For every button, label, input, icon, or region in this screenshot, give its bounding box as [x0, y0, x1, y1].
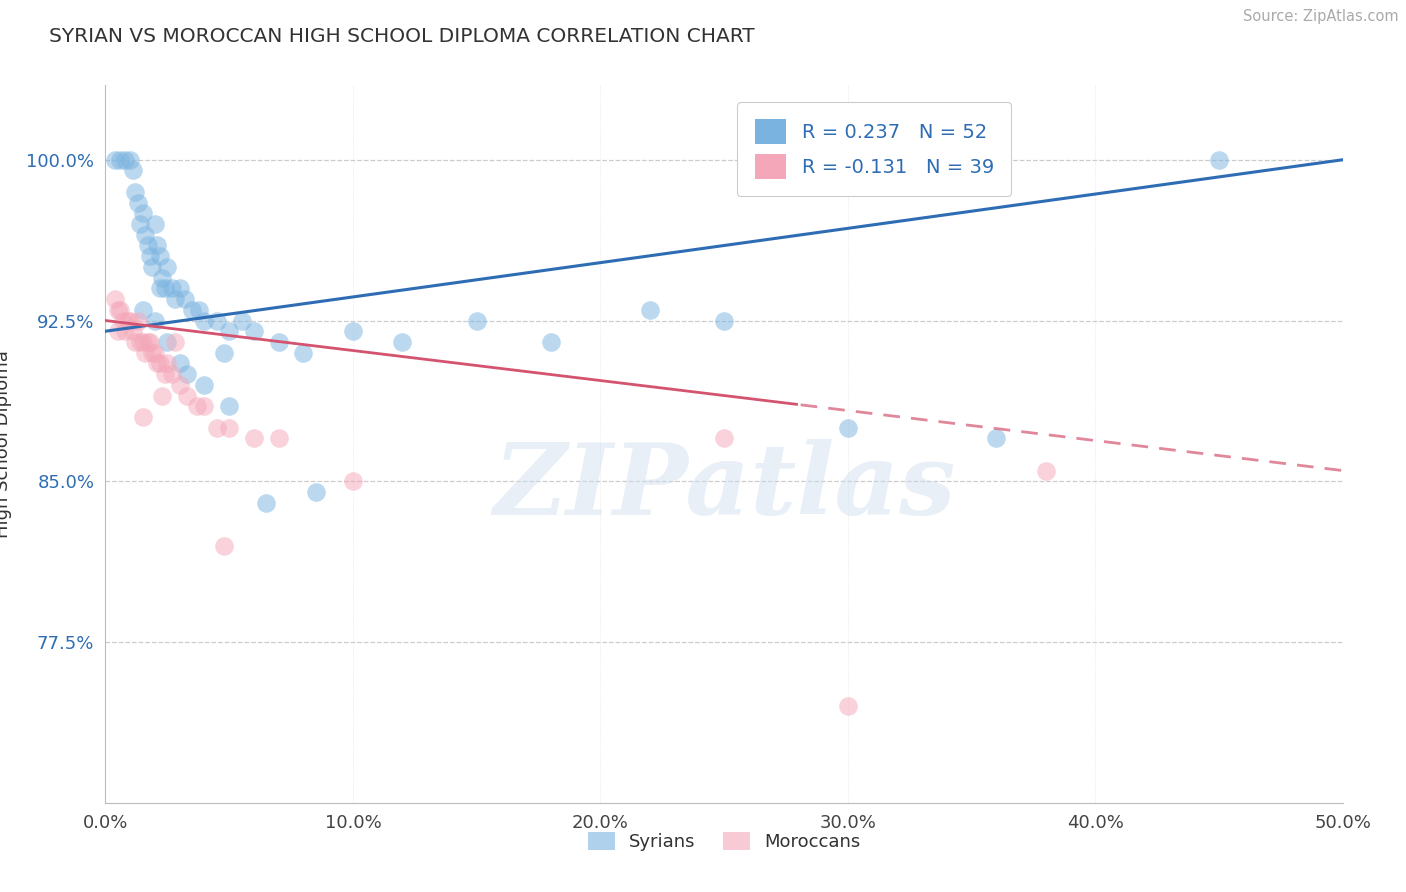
- Point: [153, 281, 176, 295]
- Point: [162, 367, 184, 381]
- Point: [218, 324, 240, 338]
- Point: [173, 292, 195, 306]
- Point: [153, 367, 176, 381]
- Point: [110, 153, 132, 167]
- Point: [212, 345, 235, 359]
- Point: [107, 324, 129, 338]
- Point: [146, 238, 169, 252]
- Point: [121, 324, 143, 338]
- Point: [111, 313, 134, 327]
- Point: [837, 699, 859, 714]
- Text: Source: ZipAtlas.com: Source: ZipAtlas.com: [1243, 9, 1399, 24]
- Point: [1208, 153, 1230, 167]
- Point: [162, 281, 184, 295]
- Point: [986, 431, 1008, 445]
- Point: [837, 420, 859, 434]
- Point: [134, 227, 156, 242]
- Point: [342, 324, 364, 338]
- Point: [292, 345, 315, 359]
- Point: [143, 217, 166, 231]
- Point: [391, 334, 413, 349]
- Point: [169, 281, 191, 295]
- Point: [181, 302, 204, 317]
- Point: [124, 185, 146, 199]
- Point: [156, 334, 179, 349]
- Point: [243, 324, 266, 338]
- Point: [120, 313, 142, 327]
- Point: [169, 377, 191, 392]
- Point: [231, 313, 253, 327]
- Point: [465, 313, 488, 327]
- Point: [141, 345, 163, 359]
- Text: SYRIAN VS MOROCCAN HIGH SCHOOL DIPLOMA CORRELATION CHART: SYRIAN VS MOROCCAN HIGH SCHOOL DIPLOMA C…: [49, 27, 755, 45]
- Point: [193, 313, 215, 327]
- Point: [205, 420, 228, 434]
- Point: [305, 485, 328, 500]
- Point: [638, 302, 661, 317]
- Point: [139, 334, 162, 349]
- Point: [120, 153, 142, 167]
- Point: [149, 249, 172, 263]
- Point: [1035, 464, 1057, 478]
- Point: [129, 334, 152, 349]
- Point: [141, 260, 163, 274]
- Point: [176, 388, 198, 402]
- Point: [121, 163, 143, 178]
- Point: [540, 334, 562, 349]
- Point: [713, 431, 735, 445]
- Point: [156, 356, 179, 370]
- Point: [143, 313, 166, 327]
- Y-axis label: High School Diploma: High School Diploma: [0, 350, 13, 538]
- Point: [134, 345, 156, 359]
- Point: [713, 313, 735, 327]
- Point: [218, 399, 240, 413]
- Point: [150, 388, 173, 402]
- Point: [104, 292, 127, 306]
- Point: [193, 399, 215, 413]
- Point: [117, 313, 139, 327]
- Point: [188, 302, 211, 317]
- Legend: Syrians, Moroccans: Syrians, Moroccans: [581, 824, 868, 858]
- Point: [139, 249, 162, 263]
- Point: [243, 431, 266, 445]
- Text: ZIPatlas: ZIPatlas: [494, 439, 955, 535]
- Point: [169, 356, 191, 370]
- Point: [193, 377, 215, 392]
- Point: [129, 217, 152, 231]
- Point: [136, 334, 159, 349]
- Point: [104, 153, 127, 167]
- Point: [163, 292, 186, 306]
- Point: [127, 313, 149, 327]
- Point: [342, 475, 364, 489]
- Point: [110, 302, 132, 317]
- Point: [150, 270, 173, 285]
- Point: [131, 302, 153, 317]
- Point: [114, 324, 136, 338]
- Point: [254, 496, 277, 510]
- Point: [186, 399, 208, 413]
- Point: [156, 260, 179, 274]
- Point: [212, 539, 235, 553]
- Point: [127, 195, 149, 210]
- Point: [267, 334, 290, 349]
- Point: [267, 431, 290, 445]
- Point: [176, 367, 198, 381]
- Point: [146, 356, 169, 370]
- Point: [131, 206, 153, 220]
- Point: [149, 281, 172, 295]
- Point: [136, 238, 159, 252]
- Point: [107, 302, 129, 317]
- Point: [124, 334, 146, 349]
- Point: [143, 345, 166, 359]
- Point: [218, 420, 240, 434]
- Point: [205, 313, 228, 327]
- Point: [163, 334, 186, 349]
- Point: [114, 153, 136, 167]
- Point: [131, 409, 153, 424]
- Point: [149, 356, 172, 370]
- Point: [131, 334, 153, 349]
